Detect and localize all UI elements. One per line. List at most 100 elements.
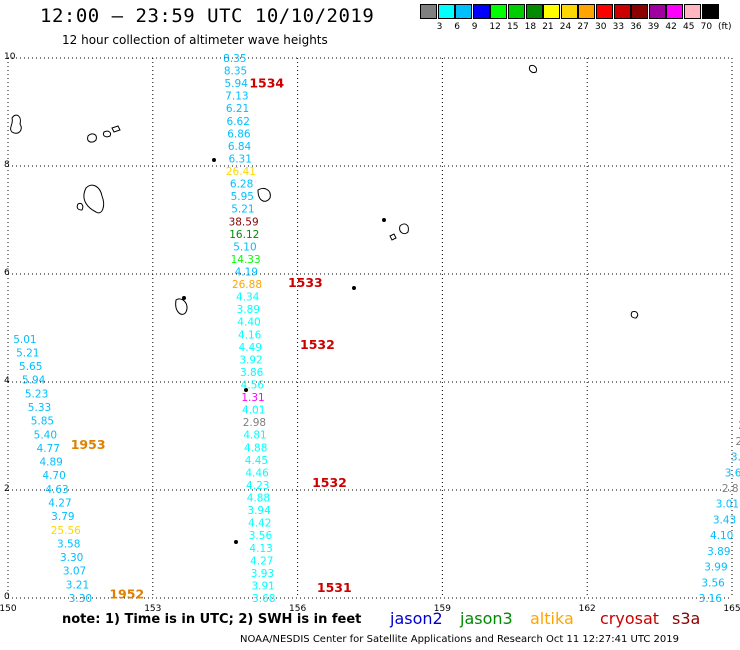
wave-height-value: 4.27 [250,555,273,567]
pass-time-label: 1953 [71,437,106,452]
legend-swatch [490,4,508,19]
time-labels: 1534 1533 1532 1532 1531 1953 1952 [71,75,352,601]
pass-time-label: 1533 [288,275,323,290]
legend-label: 42 [665,22,677,32]
wave-height-value: 3.58 [57,538,80,550]
island-outline [399,223,409,235]
wave-height-value: 2 [738,420,740,432]
wave-height-value: 4.56 [241,380,265,392]
island-outline [529,65,537,73]
wave-height-value: 4.13 [249,543,272,555]
island-dot [182,296,186,300]
legend-swatch [560,4,578,19]
legend-label: 15 [507,22,519,32]
wave-height-value: 3.68 [252,593,275,605]
wave-height-value: 4.42 [248,518,271,530]
wave-height-value: 3.86 [240,367,264,379]
wave-height-value: 5.85 [31,416,54,428]
wave-height-value: 3.89 [707,546,730,558]
legend-label: 30 [595,22,607,32]
sat-jason3: jason3 [460,609,513,628]
pass-time-label: 1531 [317,580,352,595]
footer-credit: NOAA/NESDIS Center for Satellite Applica… [240,634,679,645]
legend-swatch [596,4,613,19]
y-tick-label: 4 [4,376,10,386]
pass-time-label: 1534 [249,75,284,90]
legend-label: 18 [524,22,537,32]
wave-height-value: 6.21 [226,103,249,115]
island-dot [234,540,238,544]
island-outline [389,233,397,241]
wave-height-value: 3.6 [725,467,740,479]
legend-label: 12 [489,22,501,32]
wave-height-value: 3.07 [63,566,86,578]
wave-height-value: 5.33 [28,402,51,414]
wave-height-value: 5.65 [19,361,42,373]
wave-height-value: 4.27 [48,498,71,510]
pass-time-label: 1532 [300,337,335,352]
wave-height-value: 4.70 [42,470,65,482]
wave-height-value: 7.13 [225,91,248,103]
wave-height-value: 4.10 [710,530,733,542]
wave-height-value: 5.94 [225,78,249,90]
legend-swatch [648,4,666,19]
wave-height-value: 4.01 [242,405,265,417]
wave-height-value: 4.46 [245,467,269,479]
wave-height-value: 4.89 [39,457,62,469]
pass-time-label: 1952 [109,587,144,602]
wave-height-value: 3.16 [699,593,723,605]
legend-swatch [437,4,455,19]
legend-swatch [508,4,525,19]
wave-height-value: 4.77 [37,443,60,455]
sat-jason2: jason2 [390,609,443,628]
wave-height-value: 5.40 [34,429,57,441]
legend-swatch [420,4,437,19]
wave-height-value: 8.35 [224,66,247,78]
island-outline [83,184,105,214]
legend-label: 39 [647,22,660,32]
lat-lon-grid [7,57,733,599]
sat-cryosat: cryosat [600,609,660,628]
page-title: 12:00 – 23:59 UTC 10/10/2019 [40,5,375,27]
wave-height-value: 4.88 [244,442,267,454]
wave-height-value: 4.81 [243,430,266,442]
wave-height-value: 3. [731,452,740,464]
y-tick-label: 6 [4,268,10,278]
wave-height-value: 8.35 [223,53,246,65]
wave-height-value: 3.93 [251,568,274,580]
wave-height-value: 3.56 [701,577,725,589]
wave-height-value: 16.12 [229,229,259,241]
wave-height-value: 3.30 [69,593,92,605]
legend-swatch [613,4,631,19]
y-tick-label: 2 [4,484,10,494]
legend-label: 36 [630,22,642,32]
wave-height-value: 26.88 [232,279,262,291]
legend-swatch [543,4,561,19]
legend-label: 9 [471,22,478,32]
altimeter-tracks: 8.358.355.947.136.216.626.866.846.3126.4… [13,53,740,605]
wave-height-value: 3.43 [713,514,736,526]
legend-swatch [578,4,596,19]
wave-height-value: 3.89 [237,304,260,316]
legend-label: 6 [454,22,460,32]
wave-height-value: 6.84 [228,141,252,153]
page-subtitle: 12 hour collection of altimeter wave hei… [62,33,328,47]
x-tick-label: 165 [723,604,740,614]
wave-height-value: 4.34 [236,292,260,304]
wave-height-value: 4.40 [237,317,260,329]
wave-height-value: 26.41 [226,166,256,178]
wave-height-value: 6.31 [229,153,252,165]
legend-label: 33 [612,22,625,32]
legend-swatch [472,4,490,19]
y-tick-label: 8 [4,160,10,170]
wave-height-value: 5.94 [22,375,46,387]
wave-height-value: 38.59 [229,216,259,228]
coastlines [10,65,639,544]
wave-height-value: 5.95 [231,191,254,203]
wave-height-value: 3.01 [716,499,739,511]
wave-height-value: 5.01 [13,334,36,346]
wave-height-value: 4.49 [239,342,262,354]
wave-height-value: 6.28 [230,179,253,191]
y-tick-label: 10 [4,52,16,62]
